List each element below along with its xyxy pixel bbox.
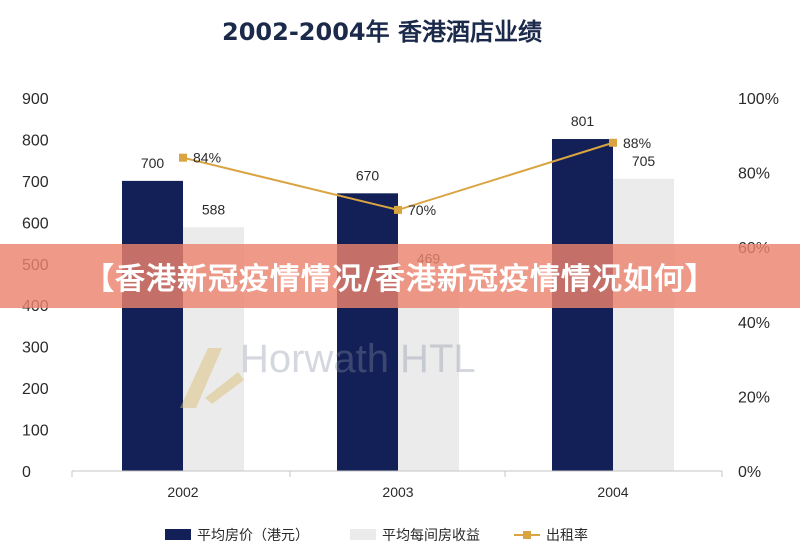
line-point <box>179 153 187 162</box>
bar-data-label: 700 <box>141 155 165 171</box>
bar <box>398 276 459 471</box>
bar-data-label: 588 <box>202 201 226 217</box>
y-left-tick-label: 700 <box>22 174 49 191</box>
legend-label: 平均房价（港元） <box>197 528 309 544</box>
watermark: Horwath HTL <box>180 337 476 408</box>
watermark-text: Horwath HTL <box>240 337 476 381</box>
bar <box>337 193 398 472</box>
chart-title: 2002-2004年 香港酒店业绩 <box>222 18 542 46</box>
bar-data-label: 705 <box>632 153 656 169</box>
line-point <box>394 205 402 214</box>
line-data-label: 70% <box>408 202 436 218</box>
x-tick-label: 2003 <box>382 484 413 500</box>
occupancy-line: 84% 70% 88% <box>179 135 651 218</box>
y-left-tick-label: 300 <box>22 340 49 357</box>
legend-label: 平均每间房收益 <box>382 528 480 544</box>
x-tick-label: 2002 <box>167 484 198 500</box>
overlay-banner: 【香港新冠疫情情况/香港新冠疫情情况如何】 <box>0 244 800 308</box>
y-left-tick-label: 100 <box>22 423 49 440</box>
legend: 平均房价（港元） 平均每间房收益 出租率 <box>165 527 588 544</box>
y-left-tick-label: 0 <box>22 464 31 481</box>
y-right-tick-label: 0% <box>738 464 761 481</box>
bar <box>122 180 183 471</box>
y-right-tick-label: 40% <box>738 315 770 332</box>
bar-data-label: 801 <box>571 113 595 129</box>
y-left-tick-label: 800 <box>22 132 49 149</box>
line-data-label: 84% <box>193 150 221 166</box>
watermark-logo-shape <box>205 372 244 404</box>
line-point <box>609 138 617 147</box>
y-left-tick-label: 600 <box>22 215 49 232</box>
legend-swatch-marker <box>523 531 531 539</box>
y-left-tick-label: 900 <box>22 91 49 108</box>
bar-data-label: 670 <box>356 167 380 183</box>
bars: 700670801588469705 <box>122 113 674 472</box>
legend-swatch <box>165 529 191 540</box>
bar <box>613 178 674 472</box>
y-right-tick-label: 100% <box>738 91 779 108</box>
legend-label: 出租率 <box>546 527 588 544</box>
y-left-tick-label: 200 <box>22 381 49 398</box>
legend-swatch <box>350 529 376 540</box>
y-right-tick-label: 20% <box>738 389 770 406</box>
watermark-logo-shape <box>180 348 222 408</box>
banner-text: 【香港新冠疫情情况/香港新冠疫情情况如何】 <box>84 262 716 297</box>
x-tick-label: 2004 <box>597 484 628 500</box>
line-data-label: 88% <box>623 135 651 151</box>
x-axis: 2002 2003 2004 <box>71 471 723 500</box>
y-right-tick-label: 80% <box>738 166 770 183</box>
